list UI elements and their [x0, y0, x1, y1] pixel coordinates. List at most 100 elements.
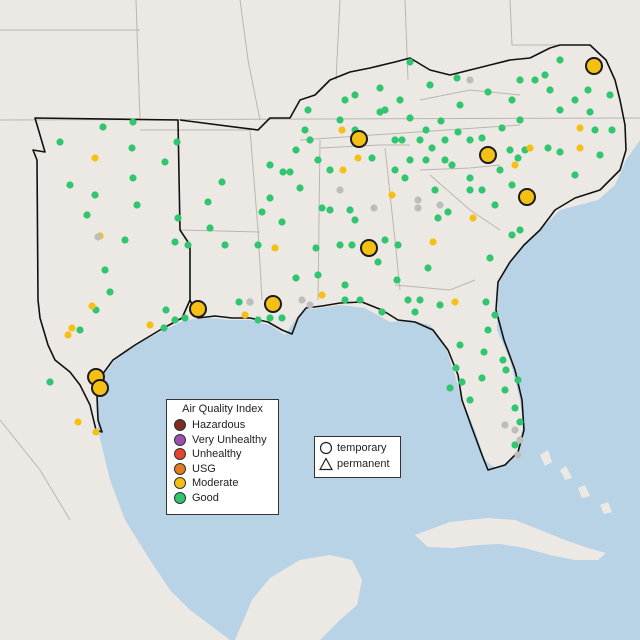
monitor-site-marker[interactable] [378, 308, 386, 316]
monitor-site-marker[interactable] [484, 88, 492, 96]
monitor-site-marker[interactable] [338, 126, 346, 134]
monitor-site-marker[interactable] [546, 86, 554, 94]
monitor-site-marker[interactable] [356, 296, 364, 304]
monitor-site-marker[interactable] [441, 136, 449, 144]
monitor-site-marker[interactable] [454, 128, 462, 136]
monitor-site-marker[interactable] [414, 204, 422, 212]
monitor-site-marker[interactable] [511, 426, 519, 434]
monitor-site-marker[interactable] [401, 174, 409, 182]
monitor-site-marker[interactable] [441, 156, 449, 164]
temporary-monitor-marker[interactable] [350, 130, 368, 148]
monitor-site-marker[interactable] [444, 208, 452, 216]
monitor-site-marker[interactable] [306, 301, 314, 309]
monitor-site-marker[interactable] [508, 231, 516, 239]
monitor-site-marker[interactable] [424, 264, 432, 272]
monitor-site-marker[interactable] [541, 71, 549, 79]
monitor-site-marker[interactable] [278, 218, 286, 226]
monitor-site-marker[interactable] [174, 214, 182, 222]
monitor-site-marker[interactable] [544, 144, 552, 152]
monitor-site-marker[interactable] [351, 216, 359, 224]
monitor-site-marker[interactable] [458, 378, 466, 386]
monitor-site-marker[interactable] [336, 186, 344, 194]
monitor-site-marker[interactable] [374, 258, 382, 266]
monitor-site-marker[interactable] [591, 126, 599, 134]
monitor-site-marker[interactable] [218, 178, 226, 186]
monitor-site-marker[interactable] [206, 224, 214, 232]
monitor-site-marker[interactable] [506, 146, 514, 154]
monitor-site-marker[interactable] [336, 116, 344, 124]
monitor-site-marker[interactable] [516, 418, 524, 426]
monitor-site-marker[interactable] [88, 302, 96, 310]
monitor-site-marker[interactable] [514, 376, 522, 384]
monitor-site-marker[interactable] [608, 126, 616, 134]
monitor-site-marker[interactable] [221, 241, 229, 249]
monitor-site-marker[interactable] [416, 136, 424, 144]
monitor-site-marker[interactable] [301, 126, 309, 134]
monitor-site-marker[interactable] [499, 356, 507, 364]
monitor-site-marker[interactable] [496, 166, 504, 174]
monitor-site-marker[interactable] [556, 106, 564, 114]
monitor-site-marker[interactable] [314, 271, 322, 279]
monitor-site-marker[interactable] [121, 236, 129, 244]
monitor-site-marker[interactable] [94, 233, 102, 241]
monitor-site-marker[interactable] [511, 404, 519, 412]
monitor-site-marker[interactable] [451, 298, 459, 306]
monitor-site-marker[interactable] [531, 76, 539, 84]
monitor-site-marker[interactable] [298, 296, 306, 304]
monitor-site-marker[interactable] [348, 241, 356, 249]
monitor-site-marker[interactable] [502, 366, 510, 374]
monitor-site-marker[interactable] [76, 326, 84, 334]
monitor-site-marker[interactable] [376, 84, 384, 92]
monitor-site-marker[interactable] [129, 174, 137, 182]
monitor-site-marker[interactable] [160, 324, 168, 332]
monitor-site-marker[interactable] [354, 154, 362, 162]
monitor-site-marker[interactable] [241, 311, 249, 319]
monitor-site-marker[interactable] [292, 146, 300, 154]
monitor-site-marker[interactable] [286, 168, 294, 176]
monitor-site-marker[interactable] [326, 206, 334, 214]
monitor-site-marker[interactable] [498, 124, 506, 132]
temporary-monitor-marker[interactable] [264, 295, 282, 313]
monitor-site-marker[interactable] [64, 331, 72, 339]
monitor-site-marker[interactable] [292, 274, 300, 282]
monitor-site-marker[interactable] [83, 211, 91, 219]
monitor-site-marker[interactable] [576, 124, 584, 132]
monitor-site-marker[interactable] [428, 144, 436, 152]
monitor-site-marker[interactable] [318, 291, 326, 299]
monitor-site-marker[interactable] [466, 76, 474, 84]
monitor-site-marker[interactable] [254, 316, 262, 324]
monitor-site-marker[interactable] [453, 74, 461, 82]
monitor-site-marker[interactable] [101, 266, 109, 274]
monitor-site-marker[interactable] [436, 301, 444, 309]
monitor-site-marker[interactable] [391, 136, 399, 144]
monitor-site-marker[interactable] [437, 117, 445, 125]
temporary-monitor-marker[interactable] [360, 239, 378, 257]
monitor-site-marker[interactable] [66, 181, 74, 189]
monitor-site-marker[interactable] [406, 114, 414, 122]
temporary-monitor-marker[interactable] [585, 57, 603, 75]
monitor-site-marker[interactable] [161, 158, 169, 166]
monitor-site-marker[interactable] [391, 166, 399, 174]
monitor-site-marker[interactable] [146, 321, 154, 329]
monitor-site-marker[interactable] [501, 421, 509, 429]
monitor-site-marker[interactable] [491, 201, 499, 209]
monitor-site-marker[interactable] [411, 308, 419, 316]
monitor-site-marker[interactable] [414, 196, 422, 204]
monitor-site-marker[interactable] [393, 276, 401, 284]
monitor-site-marker[interactable] [312, 244, 320, 252]
monitor-site-marker[interactable] [404, 296, 412, 304]
monitor-site-marker[interactable] [181, 314, 189, 322]
monitor-site-marker[interactable] [511, 161, 519, 169]
monitor-site-marker[interactable] [91, 191, 99, 199]
monitor-site-marker[interactable] [466, 136, 474, 144]
monitor-site-marker[interactable] [514, 154, 522, 162]
monitor-site-marker[interactable] [431, 186, 439, 194]
monitor-site-marker[interactable] [254, 241, 262, 249]
monitor-site-marker[interactable] [266, 314, 274, 322]
monitor-site-marker[interactable] [478, 374, 486, 382]
monitor-site-marker[interactable] [466, 396, 474, 404]
temporary-monitor-marker[interactable] [189, 300, 207, 318]
monitor-site-marker[interactable] [422, 156, 430, 164]
monitor-site-marker[interactable] [466, 186, 474, 194]
monitor-site-marker[interactable] [571, 171, 579, 179]
